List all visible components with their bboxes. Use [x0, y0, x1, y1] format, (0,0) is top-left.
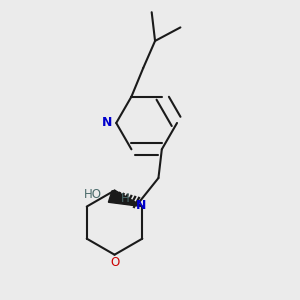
Text: HO: HO — [84, 188, 102, 201]
Text: O: O — [110, 256, 119, 268]
Polygon shape — [108, 190, 142, 207]
Text: N: N — [136, 199, 147, 212]
Text: N: N — [102, 116, 112, 129]
Text: H: H — [121, 192, 130, 205]
